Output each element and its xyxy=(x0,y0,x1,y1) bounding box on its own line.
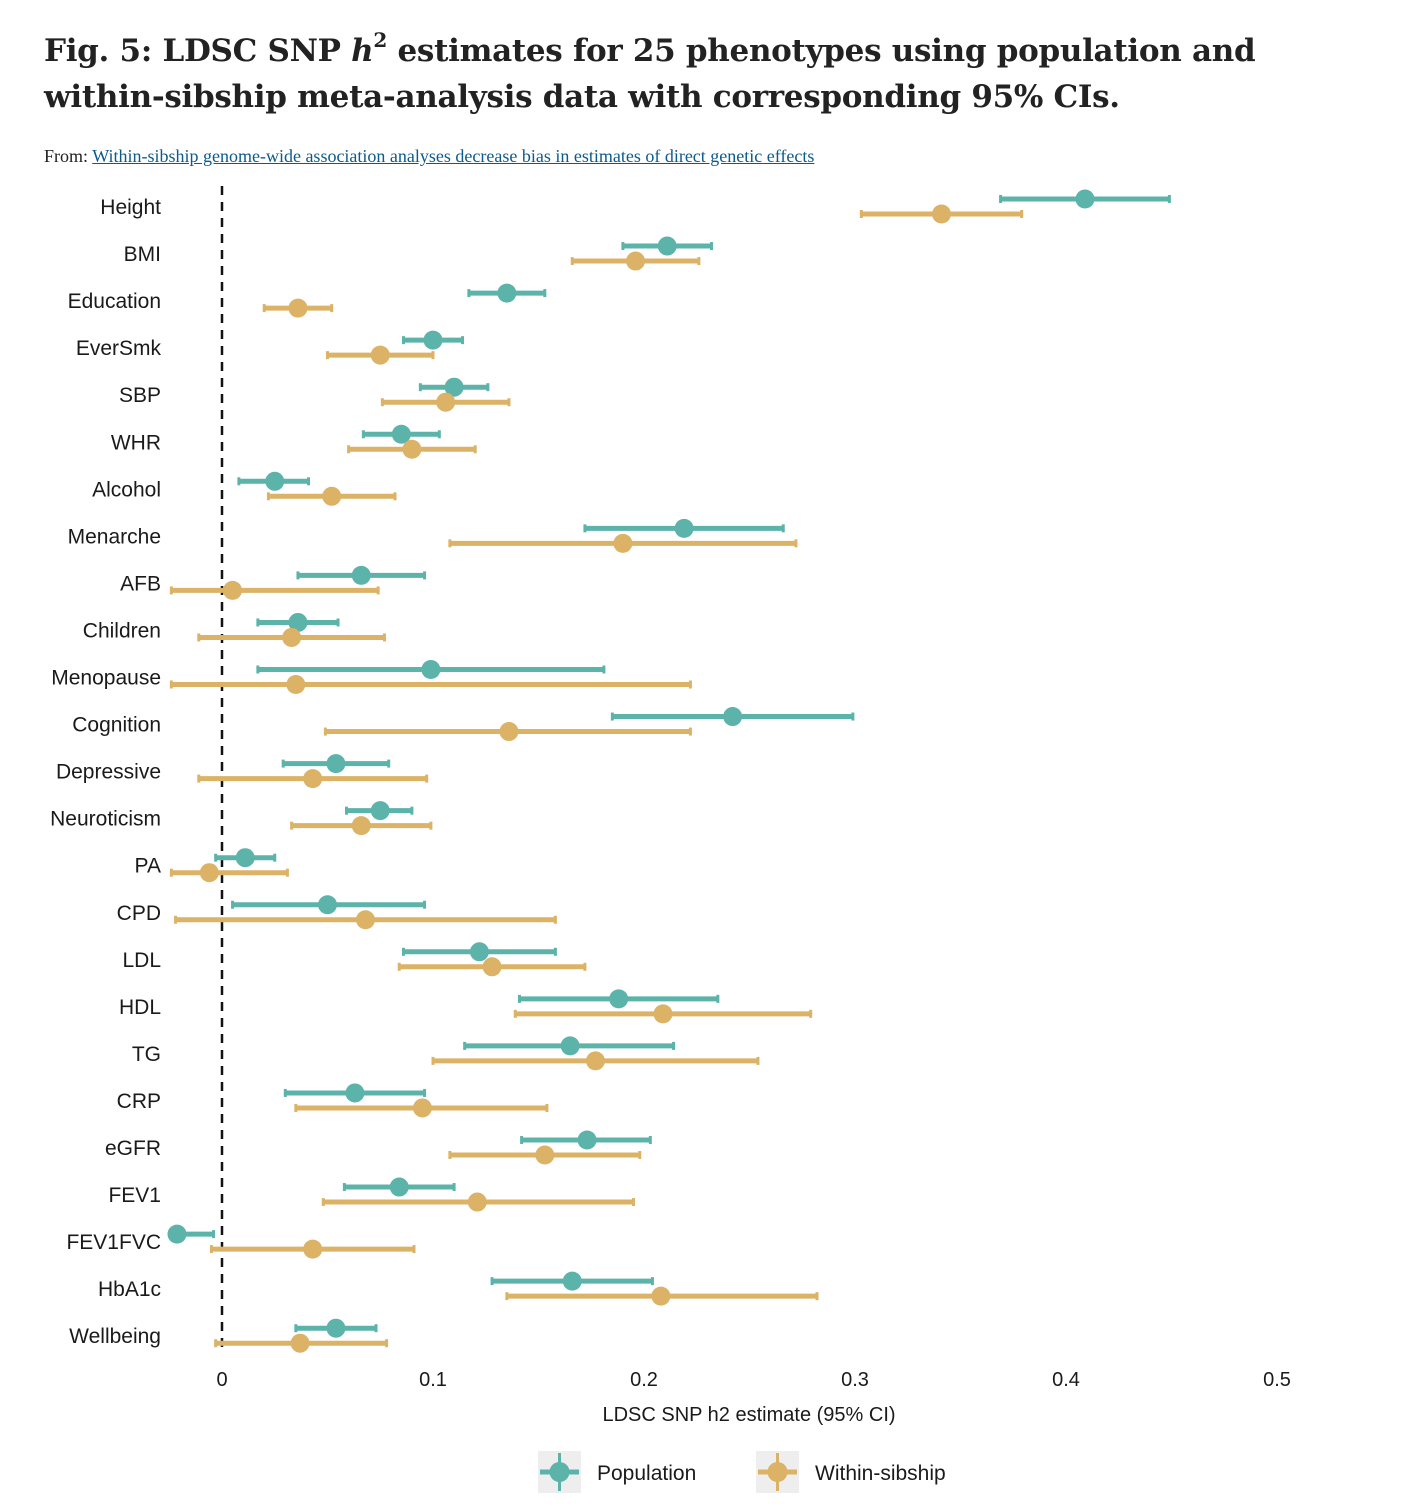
population-cpd-point xyxy=(318,895,337,915)
row-label-wellbeing: Wellbeing xyxy=(69,1325,161,1348)
population-menopause-point xyxy=(421,660,441,679)
population-eversmk-point xyxy=(423,330,443,350)
x-tick-label-0: 0 xyxy=(216,1369,227,1391)
legend-label-population: Population xyxy=(597,1462,696,1485)
source-from-label: From: xyxy=(44,146,89,166)
within-sibship-menarche-point xyxy=(613,533,633,553)
title-prefix: Fig. 5: LDSC SNP xyxy=(44,33,352,69)
row-label-alcohol: Alcohol xyxy=(92,478,161,501)
population-education-point xyxy=(497,283,517,303)
row-label-crp: CRP xyxy=(117,1090,161,1113)
row-label-afb: AFB xyxy=(120,572,161,595)
title-h-symbol: h xyxy=(351,33,374,69)
within-sibship-alcohol-point xyxy=(322,486,342,506)
population-ldl-point xyxy=(469,942,489,962)
figure-title: Fig. 5: LDSC SNP h2 estimates for 25 phe… xyxy=(44,28,1384,120)
row-label-hdl: HDL xyxy=(119,996,161,1019)
x-tick-label-0-3: 0.3 xyxy=(841,1369,869,1391)
row-label-fev1: FEV1 xyxy=(108,1184,161,1207)
population-hba1c-point xyxy=(562,1271,582,1291)
legend-label-within-sibship: Within-sibship xyxy=(815,1462,946,1485)
within-sibship-fev1fvc-point xyxy=(303,1239,323,1259)
population-cognition-point xyxy=(723,707,743,727)
source-line: From: Within-sibship genome-wide associa… xyxy=(44,146,814,167)
x-tick-label-0-1: 0.1 xyxy=(419,1369,447,1391)
within-sibship-whr-point xyxy=(402,439,422,459)
within-sibship-neuroticism-point xyxy=(351,816,371,836)
row-label-egfr: eGFR xyxy=(105,1137,161,1160)
within-sibship-ldl-point xyxy=(482,957,502,977)
population-depressive-point xyxy=(326,754,346,774)
within-sibship-children-point xyxy=(282,627,302,647)
population-children-point xyxy=(288,612,308,632)
within-sibship-wellbeing-point xyxy=(290,1333,310,1353)
population-pa-point xyxy=(235,848,255,868)
population-tg-point xyxy=(560,1036,580,1056)
x-tick-label-0-5: 0.5 xyxy=(1263,1369,1291,1391)
row-label-children: Children xyxy=(83,619,161,642)
within-sibship-egfr-point xyxy=(535,1145,555,1165)
title-suffix: estimates for 25 phenotypes using popula… xyxy=(44,33,1256,115)
population-crp-point xyxy=(345,1083,365,1103)
x-axis-label: LDSC SNP h2 estimate (95% CI) xyxy=(602,1404,895,1426)
source-article-link[interactable]: Within-sibship genome-wide association a… xyxy=(92,146,815,166)
population-bmi-point xyxy=(657,236,677,256)
population-egfr-point xyxy=(577,1130,597,1150)
population-menarche-point xyxy=(674,518,694,538)
within-sibship-cognition-point xyxy=(499,722,519,742)
within-sibship-fev1-point xyxy=(467,1192,487,1212)
within-sibship-depressive-point xyxy=(303,769,323,789)
row-label-eversmk: EverSmk xyxy=(76,337,162,360)
legend-key-point-within-sibship xyxy=(767,1462,788,1482)
legend-key-point-population xyxy=(549,1462,570,1482)
row-label-cpd: CPD xyxy=(117,902,161,925)
within-sibship-height-point xyxy=(932,204,952,224)
row-label-tg: TG xyxy=(132,1043,161,1066)
row-label-fev1fvc: FEV1FVC xyxy=(66,1231,161,1254)
row-label-menarche: Menarche xyxy=(68,525,161,548)
population-whr-point xyxy=(391,424,411,444)
population-hdl-point xyxy=(609,989,629,1009)
row-label-sbp: SBP xyxy=(119,384,161,407)
population-fev1fvc-point xyxy=(167,1224,187,1244)
row-label-height: Height xyxy=(100,196,161,219)
within-sibship-sbp-point xyxy=(436,392,456,412)
within-sibship-menopause-point xyxy=(286,675,306,694)
population-height-point xyxy=(1075,189,1095,209)
row-label-ldl: LDL xyxy=(122,949,161,972)
row-label-cognition: Cognition xyxy=(72,714,161,737)
population-neuroticism-point xyxy=(370,801,390,821)
population-alcohol-point xyxy=(265,471,285,491)
row-label-education: Education xyxy=(68,290,161,313)
within-sibship-education-point xyxy=(288,298,308,318)
row-label-depressive: Depressive xyxy=(56,761,161,784)
x-tick-label-0-2: 0.2 xyxy=(630,1369,658,1391)
population-sbp-point xyxy=(444,377,464,397)
within-sibship-eversmk-point xyxy=(370,345,390,365)
row-label-whr: WHR xyxy=(111,431,161,454)
within-sibship-tg-point xyxy=(585,1051,605,1071)
population-fev1-point xyxy=(389,1177,409,1197)
within-sibship-hba1c-point xyxy=(651,1286,671,1306)
row-label-bmi: BMI xyxy=(124,243,161,266)
within-sibship-bmi-point xyxy=(626,251,646,271)
population-wellbeing-point xyxy=(326,1318,346,1338)
row-label-neuroticism: Neuroticism xyxy=(50,808,161,831)
row-label-menopause: Menopause xyxy=(51,667,161,690)
population-afb-point xyxy=(351,565,371,585)
row-label-hba1c: HbA1c xyxy=(98,1278,161,1301)
title-superscript: 2 xyxy=(373,28,387,52)
within-sibship-hdl-point xyxy=(653,1004,673,1024)
within-sibship-cpd-point xyxy=(355,910,375,930)
within-sibship-crp-point xyxy=(412,1098,432,1118)
x-tick-label-0-4: 0.4 xyxy=(1052,1369,1080,1391)
row-label-pa: PA xyxy=(135,855,161,878)
within-sibship-afb-point xyxy=(223,580,243,600)
within-sibship-pa-point xyxy=(199,863,219,883)
